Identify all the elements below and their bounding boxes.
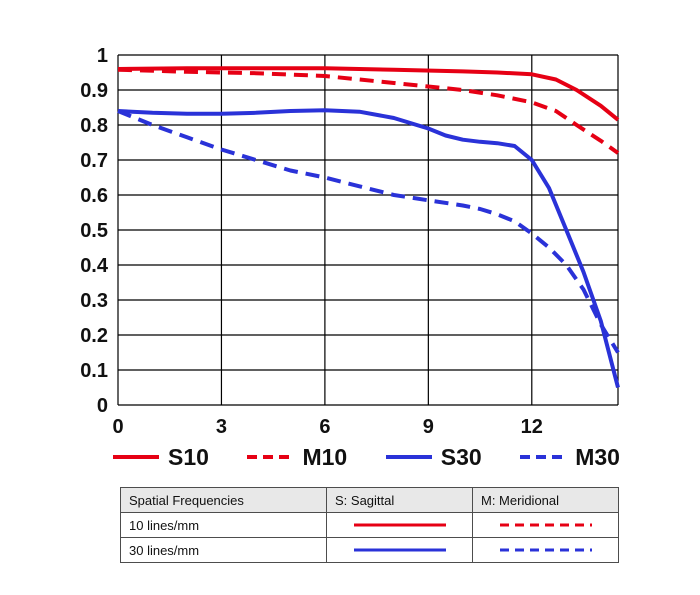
mtf-line-chart: 0 0.1 0.2 0.3 0.4 0.5 0.6 0.7 0.8 0.9 1 0 3 6 9 12 <box>80 45 620 438</box>
x-tick-label: 0 <box>112 416 123 438</box>
legend-label-m10: M10 <box>302 443 348 470</box>
y-tick-label: 0.6 <box>80 185 108 207</box>
legend-label-s30: S30 <box>440 443 482 470</box>
table-header-row: Spatial Frequencies S: Sagittal M: Merid… <box>120 487 619 513</box>
row-label-30-lines: 30 lines/mm <box>120 537 327 563</box>
m10-table-line-icon <box>472 512 619 538</box>
legend-item-s10: S10 <box>112 444 209 471</box>
legend-label-s10: S10 <box>168 443 209 470</box>
s10-solid-line-icon <box>113 455 159 459</box>
legend-item-s30: S30 <box>385 444 482 471</box>
curve-s10 <box>117 66 620 122</box>
legend-item-m30: M30 <box>519 444 620 471</box>
m10-dashed-line-icon <box>247 455 294 459</box>
y-tick-label: 0.1 <box>80 360 108 382</box>
s10-table-line-icon <box>326 512 473 538</box>
legend-item-m10: M10 <box>246 444 347 471</box>
table-row: 10 lines/mm <box>120 512 619 538</box>
x-tick-label: 6 <box>319 416 330 438</box>
chart-legend: S10 M10 S30 M30 <box>112 438 620 476</box>
spatial-frequency-table: Spatial Frequencies S: Sagittal M: Merid… <box>120 487 619 563</box>
row-label-10-lines: 10 lines/mm <box>120 512 327 538</box>
y-tick-label: 1 <box>97 45 108 67</box>
x-tick-label: 12 <box>521 416 543 438</box>
x-tick-label: 3 <box>216 416 227 438</box>
header-sagittal: S: Sagittal <box>326 487 473 513</box>
x-tick-label: 9 <box>423 416 434 438</box>
curve-m30 <box>117 109 620 354</box>
table-row: 30 lines/mm <box>120 537 619 563</box>
y-tick-label: 0.3 <box>80 290 108 312</box>
header-spatial-frequencies: Spatial Frequencies <box>120 487 327 513</box>
y-tick-label: 0.4 <box>80 255 109 277</box>
s30-solid-line-icon <box>385 455 432 459</box>
y-tick-label: 0.8 <box>80 115 108 137</box>
y-tick-label: 0 <box>97 395 108 417</box>
y-tick-label: 0.5 <box>80 220 108 242</box>
y-tick-label: 0.7 <box>80 150 108 172</box>
curve-m10 <box>117 67 620 155</box>
legend-label-m30: M30 <box>575 443 620 470</box>
curve-s30 <box>117 108 620 389</box>
header-meridional: M: Meridional <box>472 487 619 513</box>
y-tick-label: 0.9 <box>80 80 108 102</box>
m30-table-line-icon <box>472 537 619 563</box>
y-tick-label: 0.2 <box>80 325 108 347</box>
s30-table-line-icon <box>326 537 473 563</box>
m30-dashed-line-icon <box>520 455 567 459</box>
